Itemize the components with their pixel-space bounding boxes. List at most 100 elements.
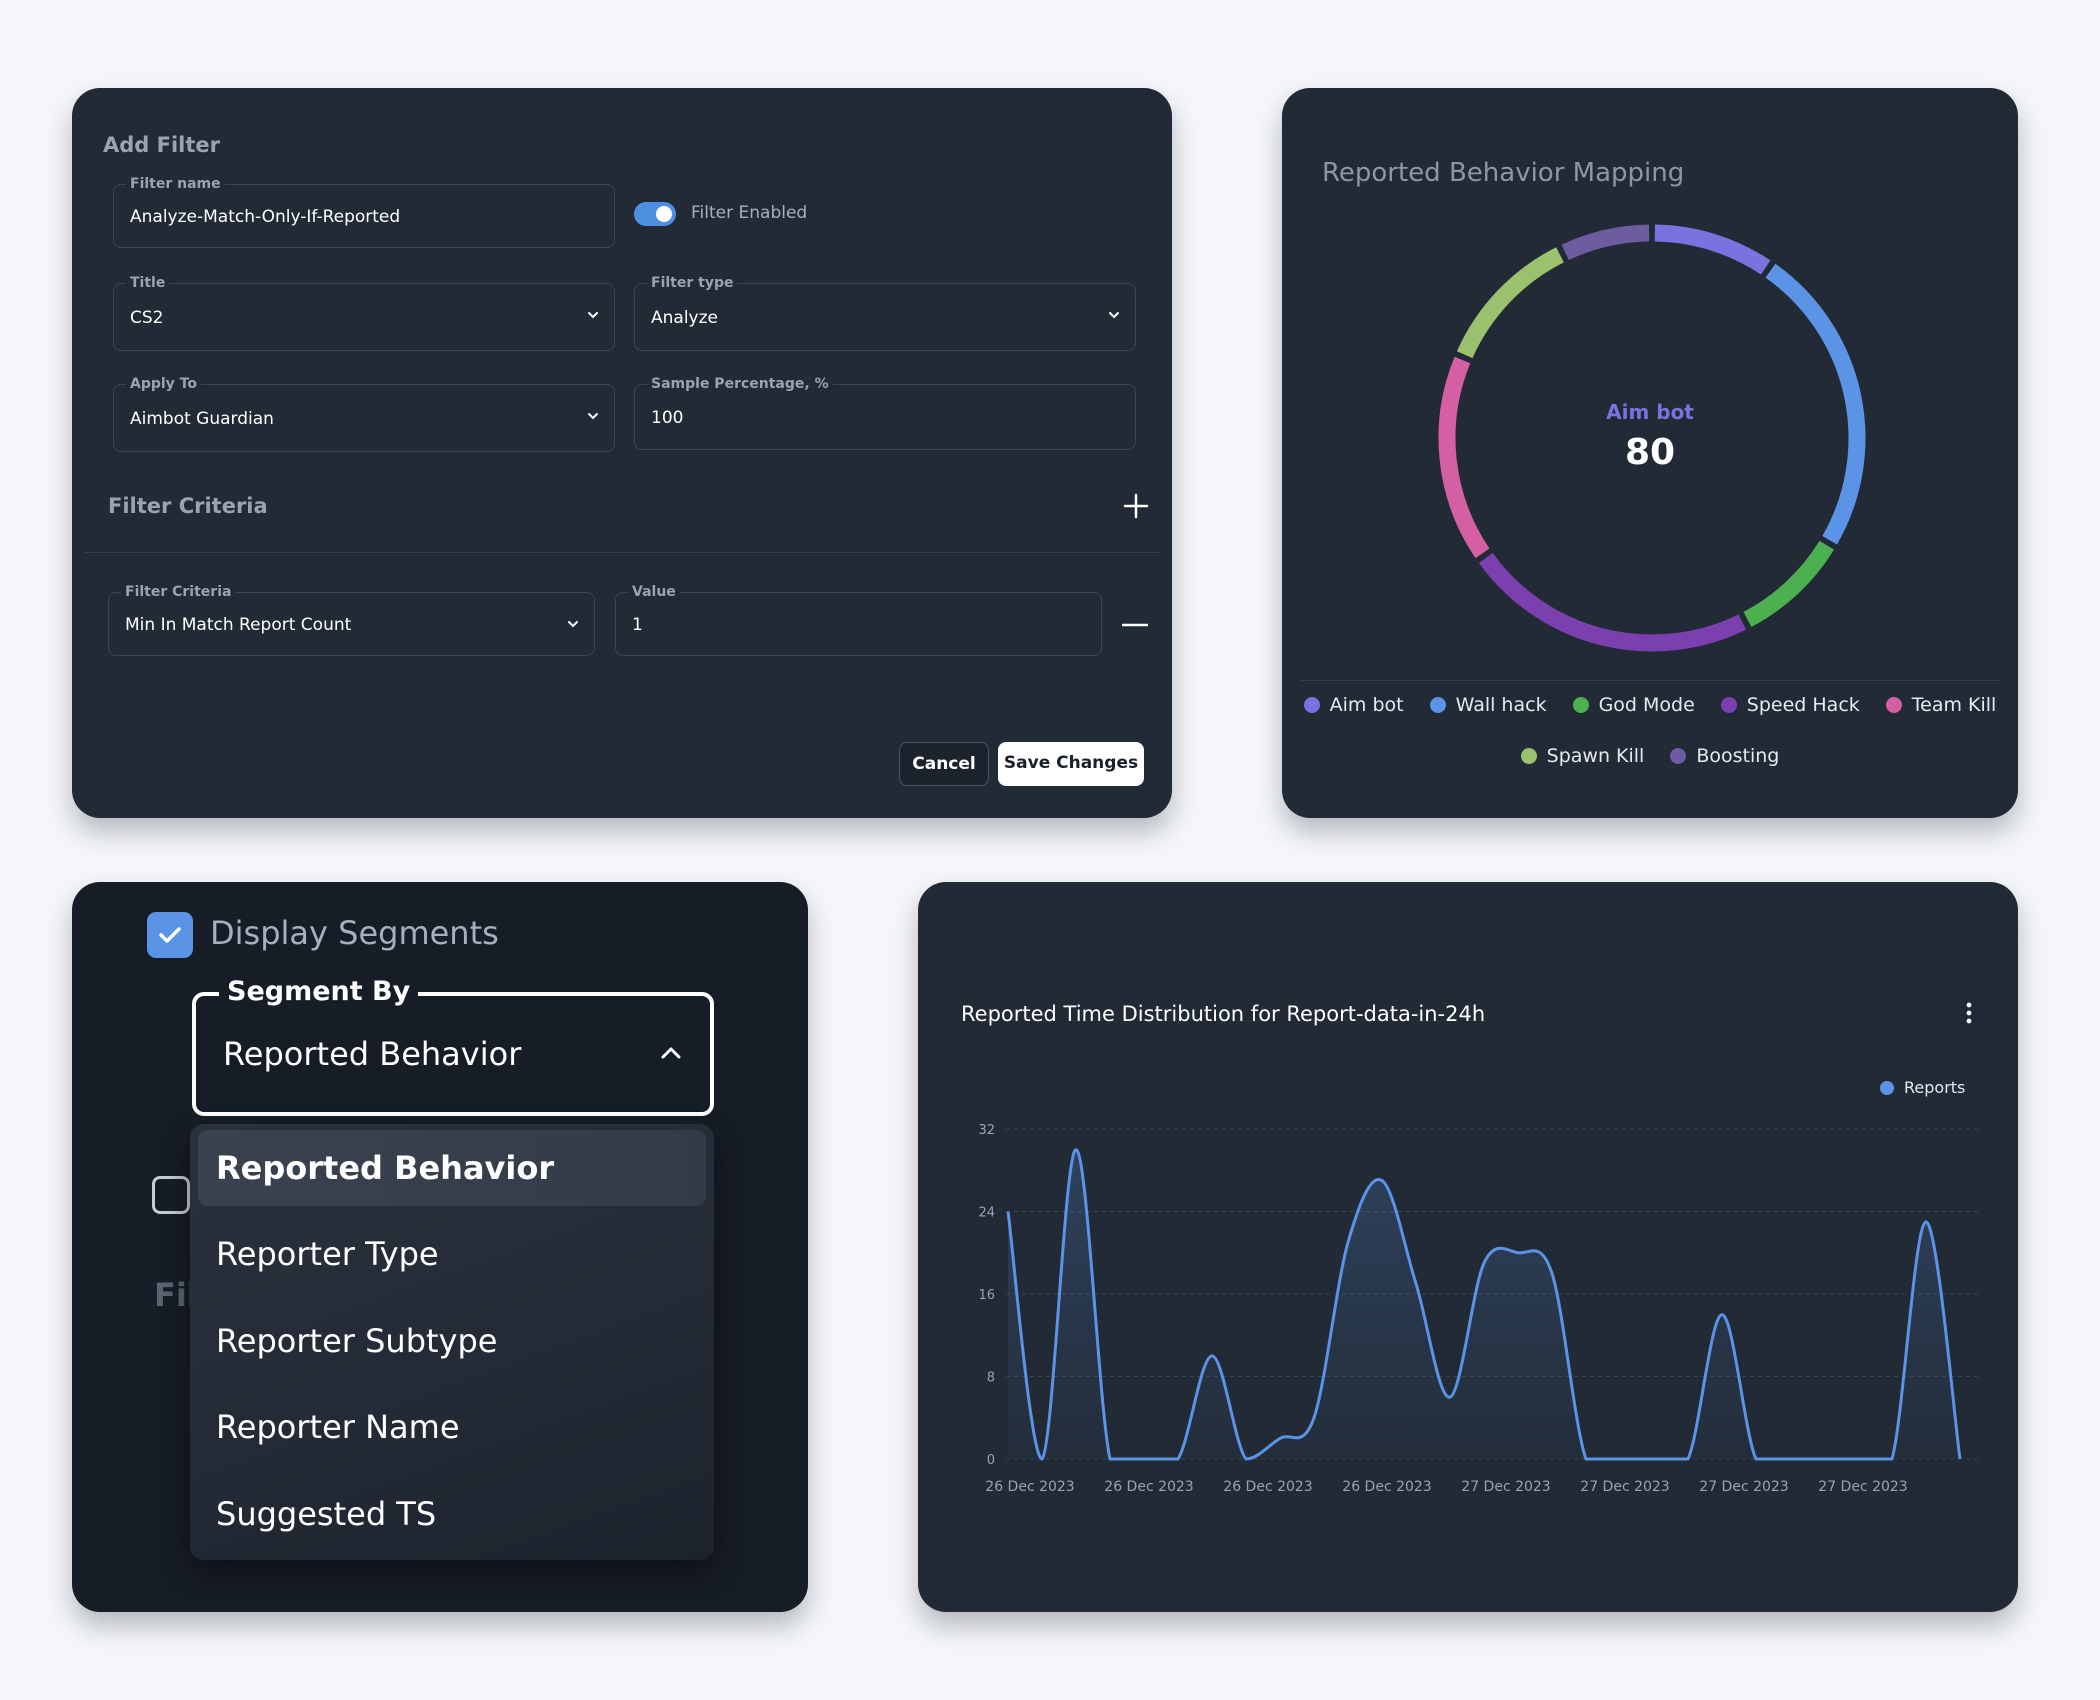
line-chart-legend: Reports xyxy=(1880,1078,1965,1097)
filter-type-select[interactable]: Filter type Analyze xyxy=(634,274,1136,351)
segment-card: Display Segments Fil Segment By Reported… xyxy=(72,882,808,1612)
title-select[interactable]: Title CS2 xyxy=(113,274,615,351)
donut-chart-title: Reported Behavior Mapping xyxy=(1322,158,1685,188)
unchecked-checkbox[interactable] xyxy=(152,1176,190,1214)
segment-by-value: Reported Behavior xyxy=(223,1035,522,1073)
series-area-reports xyxy=(1008,1149,1960,1459)
y-tick-label: 0 xyxy=(987,1453,995,1468)
title-value: CS2 xyxy=(130,308,164,328)
apply-to-label: Apply To xyxy=(126,375,201,393)
value-value: 1 xyxy=(632,615,643,635)
donut-slice-boosting[interactable] xyxy=(1561,224,1650,261)
legend-dot-aim-bot xyxy=(1303,697,1320,713)
legend-item-boosting[interactable]: Boosting xyxy=(1670,745,1779,767)
legend-item-god-mode[interactable]: God Mode xyxy=(1572,694,1695,716)
filter-enabled-toggle[interactable] xyxy=(634,202,676,226)
donut-center-label: Aim bot xyxy=(1606,400,1694,424)
donut-slice-team-kill[interactable] xyxy=(1438,356,1490,559)
add-filter-card: Add Filter Filter name Analyze-Match-Onl… xyxy=(72,88,1172,818)
add-criteria-plus-icon[interactable] xyxy=(1122,492,1150,520)
legend-dot-team-kill xyxy=(1885,697,1902,713)
filter-criteria-value: Min In Match Report Count xyxy=(125,615,352,635)
x-tick-label: 27 Dec 2023 xyxy=(1818,1479,1907,1495)
donut-legend-row: Aim bot Wall hack God Mode Speed Hack Team K… xyxy=(1282,694,2018,716)
segment-option-reporter-name[interactable]: Reporter Name xyxy=(216,1408,460,1446)
legend-item-speed-hack[interactable]: Speed Hack xyxy=(1720,694,1860,716)
line-chart-title: Reported Time Distribution for Report-da… xyxy=(961,1002,1486,1026)
legend-label-speed-hack: Speed Hack xyxy=(1746,694,1860,716)
donut-legend-row: Spawn Kill Boosting xyxy=(1282,745,2018,767)
segment-dropdown-menu: Reported Behavior Reporter Type Reporter… xyxy=(190,1124,714,1560)
segment-option-suggested-ts[interactable]: Suggested TS xyxy=(216,1495,437,1533)
legend-item-team-kill[interactable]: Team Kill xyxy=(1885,694,1997,716)
more-options-icon[interactable] xyxy=(1966,1002,1972,1024)
filter-name-value: Analyze-Match-Only-If-Reported xyxy=(130,207,401,227)
value-label: Value xyxy=(628,583,680,601)
criteria-value-input[interactable]: Value 1 xyxy=(615,583,1102,656)
x-tick-label: 26 Dec 2023 xyxy=(1104,1479,1193,1495)
apply-to-value: Aimbot Guardian xyxy=(130,409,274,429)
criteria-divider xyxy=(84,552,1160,553)
legend-label-aim-bot: Aim bot xyxy=(1329,694,1404,716)
x-tick-label: 26 Dec 2023 xyxy=(1223,1479,1312,1495)
segment-option-reporter-type[interactable]: Reporter Type xyxy=(216,1235,439,1273)
legend-label-boosting: Boosting xyxy=(1696,745,1780,767)
legend-divider xyxy=(1300,680,2000,681)
donut-slice-god-mode[interactable] xyxy=(1743,540,1835,627)
filter-type-value: Analyze xyxy=(651,308,718,328)
time-distribution-card: 0 8 16 24 32 26 Dec 2023 26 Dec 2023 26 Dec 202… xyxy=(918,882,2018,1612)
chevron-down-icon xyxy=(1109,312,1119,319)
display-segments-label: Display Segments xyxy=(210,914,499,952)
chevron-down-icon xyxy=(588,413,598,420)
filter-criteria-select[interactable]: Filter Criteria Min In Match Report Coun… xyxy=(108,583,595,656)
legend-label-spawn-kill: Spawn Kill xyxy=(1546,745,1645,767)
segment-by-select[interactable]: Segment By Reported Behavior xyxy=(192,974,714,1116)
legend-item-aim-bot[interactable]: Aim bot xyxy=(1303,694,1404,716)
toggle-knob xyxy=(656,206,672,222)
sample-percentage-value: 100 xyxy=(651,408,684,428)
filter-name-label: Filter name xyxy=(126,175,225,193)
segment-option-reported-behavior[interactable]: Reported Behavior xyxy=(198,1130,706,1206)
donut-slice-spawn-kill[interactable] xyxy=(1456,247,1564,359)
chevron-down-icon xyxy=(588,312,598,319)
behavior-mapping-card: Reported Behavior Mapping Aim bot 80 Aim… xyxy=(1282,88,2018,818)
donut-slice-speed-hack[interactable] xyxy=(1478,553,1747,652)
series-line-reports[interactable] xyxy=(1006,1148,1962,1461)
checkmark-icon xyxy=(159,927,181,943)
legend-label-wall-hack: Wall hack xyxy=(1455,694,1547,716)
chevron-down-icon xyxy=(568,621,578,628)
filter-criteria-heading: Filter Criteria xyxy=(108,494,268,518)
filter-name-field[interactable]: Filter name Analyze-Match-Only-If-Report… xyxy=(113,175,615,248)
legend-dot-god-mode xyxy=(1572,697,1589,713)
legend-dot-spawn-kill xyxy=(1520,748,1537,764)
time-distribution-chart: 0 8 16 24 32 26 Dec 2023 26 Dec 2023 26 Dec 202… xyxy=(978,1123,1978,1495)
x-tick-label: 27 Dec 2023 xyxy=(1699,1479,1788,1495)
remove-criteria-minus-icon[interactable] xyxy=(1122,623,1148,627)
add-filter-heading: Add Filter xyxy=(103,133,221,157)
save-changes-button[interactable]: Save Changes xyxy=(998,742,1144,786)
legend-dot-speed-hack xyxy=(1720,697,1737,713)
legend-label-team-kill: Team Kill xyxy=(1911,694,1997,716)
legend-label-reports: Reports xyxy=(1904,1078,1966,1097)
y-tick-label: 24 xyxy=(978,1206,995,1221)
sample-percentage-input[interactable]: Sample Percentage, % 100 xyxy=(634,375,1136,450)
x-tick-label: 26 Dec 2023 xyxy=(1342,1479,1431,1495)
display-segments-checkbox[interactable] xyxy=(147,912,193,958)
x-tick-label: 27 Dec 2023 xyxy=(1580,1479,1669,1495)
x-tick-label: 27 Dec 2023 xyxy=(1461,1479,1550,1495)
segment-option-reporter-subtype[interactable]: Reporter Subtype xyxy=(216,1322,498,1360)
filter-criteria-label: Filter Criteria xyxy=(121,583,236,601)
donut-slice-aim-bot[interactable] xyxy=(1654,224,1771,275)
legend-label-god-mode: God Mode xyxy=(1598,694,1695,716)
apply-to-select[interactable]: Apply To Aimbot Guardian xyxy=(113,375,615,452)
title-label: Title xyxy=(126,274,170,292)
legend-item-wall-hack[interactable]: Wall hack xyxy=(1429,694,1547,716)
y-tick-label: 16 xyxy=(978,1288,995,1303)
legend-item-spawn-kill[interactable]: Spawn Kill xyxy=(1520,745,1645,767)
sample-percentage-label: Sample Percentage, % xyxy=(647,375,833,393)
y-tick-label: 32 xyxy=(978,1123,995,1138)
donut-slice-wall-hack[interactable] xyxy=(1765,263,1866,545)
segment-by-label: Segment By xyxy=(219,974,419,1010)
cancel-button[interactable]: Cancel xyxy=(899,742,989,786)
donut-chart xyxy=(1438,224,1866,652)
